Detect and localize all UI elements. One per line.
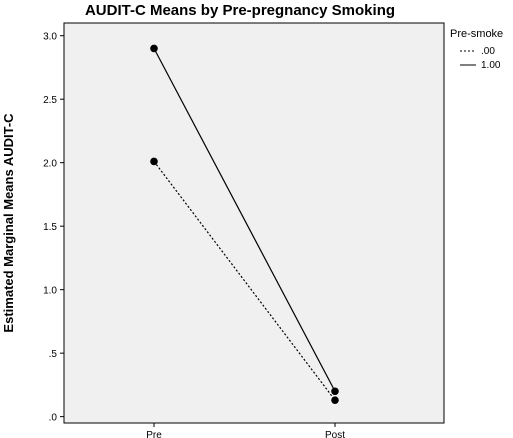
y-axis-ticks: .0 .5 1.0 1.5 2.0 2.5 3.0 — [43, 32, 64, 424]
legend-label-0: .00 — [481, 46, 495, 57]
series-point-1 — [331, 387, 339, 396]
x-tick-label: Post — [325, 430, 345, 438]
series-line-1 — [153, 48, 336, 392]
series-group — [150, 44, 339, 404]
legend-title: Pre-smoke — [450, 28, 503, 40]
legend-label-1: 1.00 — [481, 60, 501, 71]
y-tick-label: 1.5 — [43, 222, 57, 233]
y-tick-label: .5 — [49, 349, 58, 360]
x-tick-label: Pre — [146, 430, 162, 438]
series-line-0 — [153, 161, 336, 401]
y-tick-label: 3.0 — [43, 32, 57, 43]
y-axis-label: Estimated Marginal Means AUDIT-C — [1, 113, 16, 333]
chart-title: AUDIT-C Means by Pre-pregnancy Smoking — [85, 2, 395, 19]
y-tick-label: 2.0 — [43, 159, 57, 170]
y-tick-label: 1.0 — [43, 286, 57, 297]
series-point-0 — [331, 396, 339, 404]
legend: Pre-smoke .00 1.00 — [450, 28, 503, 71]
y-tick-label: 2.5 — [43, 95, 57, 106]
plot-area — [63, 22, 445, 424]
y-tick-label: .0 — [49, 413, 58, 424]
series-point-0 — [150, 157, 158, 166]
series-point-1 — [150, 44, 158, 53]
x-axis-ticks: Pre Post — [146, 423, 345, 438]
